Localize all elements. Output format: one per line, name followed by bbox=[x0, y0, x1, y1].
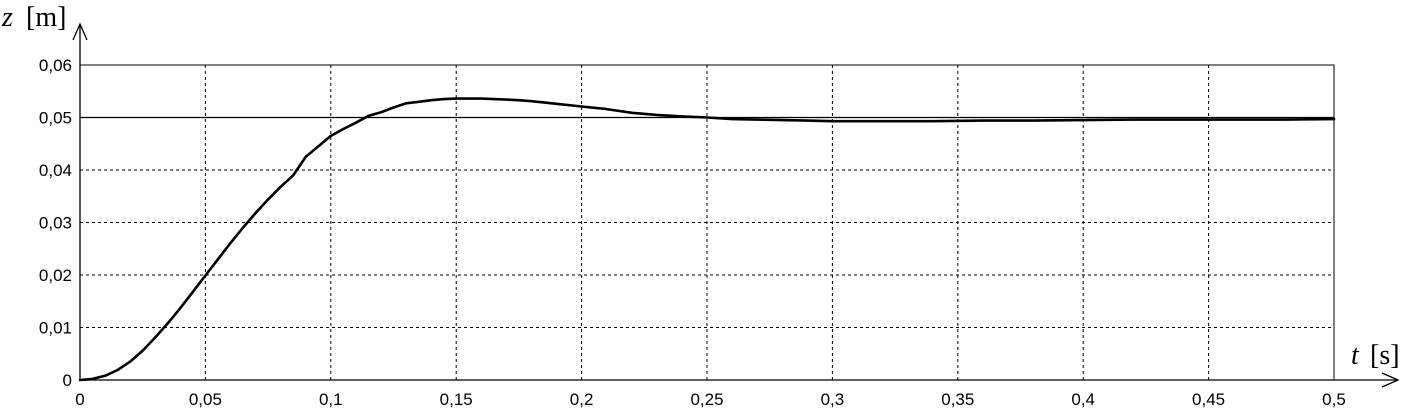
y-tick-label: 0,04 bbox=[39, 161, 72, 180]
y-tick-label: 0,02 bbox=[39, 266, 72, 285]
x-axis-arrow bbox=[1381, 372, 1400, 388]
y-tick-label: 0,06 bbox=[39, 56, 72, 75]
x-axis-unit: [s] bbox=[1370, 340, 1400, 371]
y-axis-variable: z bbox=[1, 2, 13, 33]
x-tick-label: 0,15 bbox=[440, 390, 473, 409]
y-axis-arrow bbox=[72, 22, 88, 41]
x-tick-label: 0,5 bbox=[1322, 390, 1346, 409]
x-tick-label: 0,05 bbox=[189, 390, 222, 409]
x-tick-label: 0,45 bbox=[1192, 390, 1225, 409]
x-tick-label: 0 bbox=[75, 390, 84, 409]
y-tick-label: 0,05 bbox=[39, 109, 72, 128]
x-tick-label: 0,3 bbox=[821, 390, 845, 409]
y-tick-labels: 0 0,01 0,02 0,03 0,04 0,05 0,06 bbox=[39, 56, 72, 390]
y-tick-label: 0 bbox=[63, 371, 72, 390]
series-layer bbox=[78, 97, 1336, 382]
x-axis-variable: t bbox=[1351, 340, 1360, 371]
x-tick-label: 0,4 bbox=[1071, 390, 1095, 409]
x-tick-label: 0,25 bbox=[690, 390, 723, 409]
grid bbox=[80, 65, 1334, 380]
x-tick-label: 0,35 bbox=[941, 390, 974, 409]
y-tick-label: 0,03 bbox=[39, 214, 72, 233]
series-line bbox=[78, 97, 1336, 382]
x-tick-label: 0,1 bbox=[319, 390, 343, 409]
axes bbox=[72, 22, 1400, 388]
x-tick-labels: 0 0,05 0,1 0,15 0,2 0,25 0,3 0,35 0,4 0,45 0,5 bbox=[75, 390, 1346, 409]
y-tick-label: 0,01 bbox=[39, 319, 72, 338]
y-axis-unit: [m] bbox=[26, 2, 66, 33]
x-tick-label: 0,2 bbox=[570, 390, 594, 409]
